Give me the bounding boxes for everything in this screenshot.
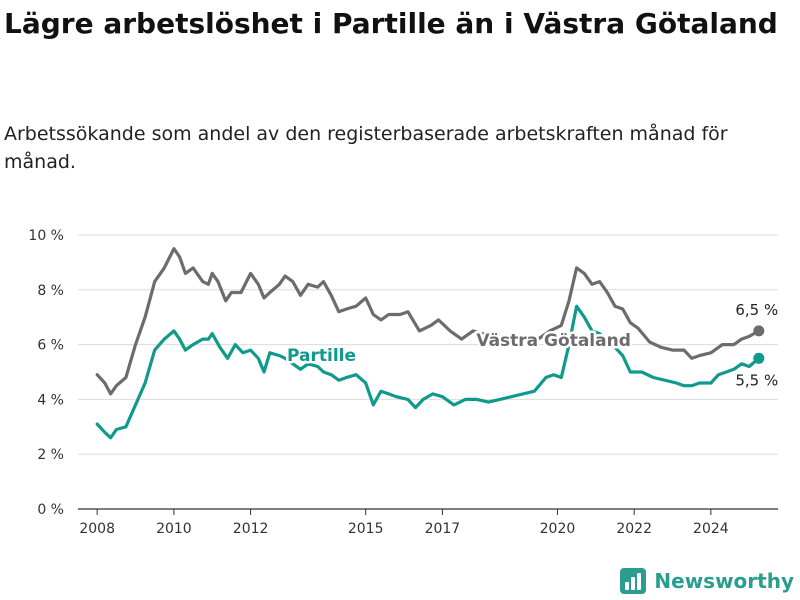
series-end-point (753, 352, 765, 364)
line-chart: 0 % 2 % 4 % 6 % 8 % 10 % 2008 2010 2012 2015 2017 2… (28, 228, 778, 537)
y-tick-label: 10 % (28, 228, 64, 244)
brand-name: Newsworthy (654, 569, 794, 593)
chart-title: Lägre arbetslöshet i Partille än i Västr… (4, 7, 778, 40)
series-name-label-halo: Partille (287, 346, 356, 366)
x-tick-label: 2012 (233, 521, 269, 537)
x-tick-label: 2022 (616, 521, 652, 537)
series-name-label: Västra Götaland (476, 331, 631, 351)
end-value-label: 5,5 % (735, 371, 778, 389)
series-line-partille (95, 304, 761, 440)
series-name-label-halo: Västra Götaland (476, 331, 631, 351)
series-end-point (753, 325, 765, 337)
y-tick-label: 4 % (37, 392, 64, 408)
newsworthy-logo: Newsworthy (620, 568, 794, 594)
end-value-label: 6,5 % (735, 301, 778, 319)
series-name-label: Partille (287, 346, 356, 366)
x-tick-label: 2017 (425, 521, 461, 537)
x-tick-label: 2015 (348, 521, 384, 537)
y-tick-label: 0 % (37, 502, 64, 518)
y-tick-label: 2 % (37, 447, 64, 463)
x-tick-label: 2024 (693, 521, 729, 537)
x-tick-label: 2008 (79, 521, 115, 537)
bar-chart-logo-icon (620, 568, 647, 594)
y-tick-label: 8 % (37, 283, 64, 299)
y-tick-label: 6 % (37, 338, 64, 354)
chart-subtitle: Arbetssökande som andel av den registerb… (4, 123, 728, 173)
x-tick-label: 2020 (540, 521, 576, 537)
series-line-vastra-gotaland (95, 247, 761, 396)
x-tick-label: 2010 (156, 521, 192, 537)
